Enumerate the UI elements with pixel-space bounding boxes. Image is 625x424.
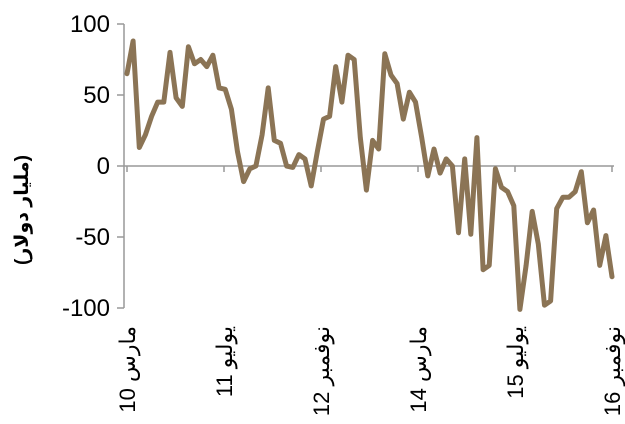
x-tick-label: يوليو 11 [212,326,237,397]
x-tick-label: مارس 10 [115,326,141,413]
y-tick-label: 50 [83,82,110,109]
x-tick-label: نوفمبر 12 [309,326,334,416]
x-tick-label: مارس 14 [406,326,432,413]
y-tick-label: 100 [70,11,110,38]
y-tick-label: 0 [97,153,110,180]
y-tick-label: -100 [62,295,110,322]
series-line [124,38,615,312]
y-axis-label: (مليار دولار) [12,155,33,265]
x-tick-label: نوفمبر 16 [600,326,625,416]
x-tick-label: يوليو 15 [503,326,528,399]
y-tick-label: -50 [75,224,110,251]
